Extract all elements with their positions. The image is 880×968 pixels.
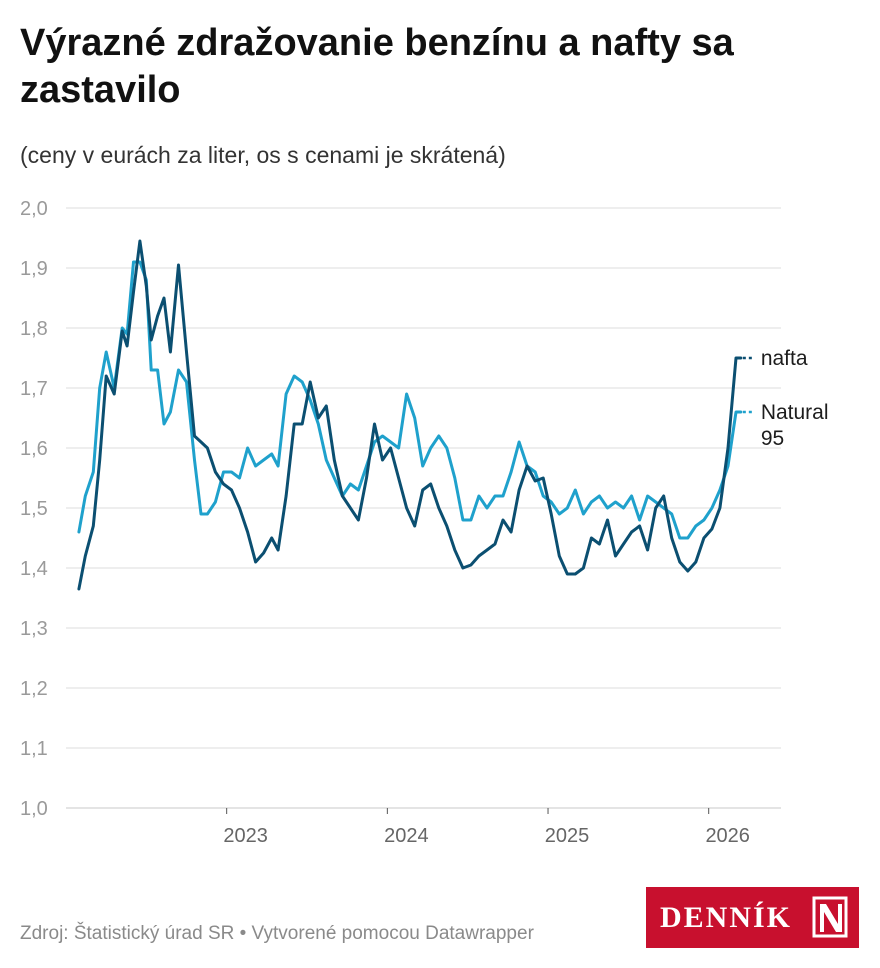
x-tick-label: 2025 (545, 825, 590, 847)
x-tick-label: 2023 (223, 825, 268, 847)
y-tick-label: 1,8 (20, 318, 48, 340)
chart-subtitle: (ceny v eurách za liter, os s cenami je … (20, 142, 506, 168)
y-tick-label: 1,3 (20, 618, 48, 640)
series-layer (77, 239, 743, 591)
natural95-line (77, 260, 743, 540)
dennik-n-logo[interactable]: DENNÍK (646, 887, 859, 948)
y-tick-label: 1,9 (20, 258, 48, 280)
x-axis: 2023 2024 2025 2026 (223, 808, 750, 847)
natural95-label: Natural 95 (761, 401, 829, 450)
source-footer: Zdroj: Štatistický úrad SR • Vytvorené p… (20, 923, 534, 944)
y-tick-label: 1,2 (20, 678, 48, 700)
y-tick-label: 1,7 (20, 378, 48, 400)
line-chart: 1,01,11,21,31,41,51,61,71,81,92,0 2023 20… (20, 198, 829, 847)
y-tick-label: 1,1 (20, 738, 48, 760)
y-tick-label: 1,4 (20, 558, 48, 580)
logo-wordmark: DENNÍK (660, 901, 793, 934)
y-tick-label: 1,5 (20, 498, 48, 520)
nafta-line (77, 239, 743, 591)
nafta-label: nafta (761, 347, 808, 370)
x-tick-label: 2026 (705, 825, 750, 847)
n-mark-icon (812, 896, 848, 938)
x-tick-label: 2024 (384, 825, 429, 847)
y-tick-label: 1,0 (20, 798, 48, 820)
y-grid: 1,0 1,1 1,2 1,3 1,4 1,5 1,6 1,7 1,8 1,9 2,0 (20, 198, 781, 820)
chart-title: Výrazné zdražovanie benzínu a nafty sa z… (20, 22, 734, 111)
y-tick-label: 1,6 (20, 438, 48, 460)
y-tick-label: 2,0 (20, 198, 48, 220)
series-labels: nafta Natural 95 (742, 347, 829, 450)
